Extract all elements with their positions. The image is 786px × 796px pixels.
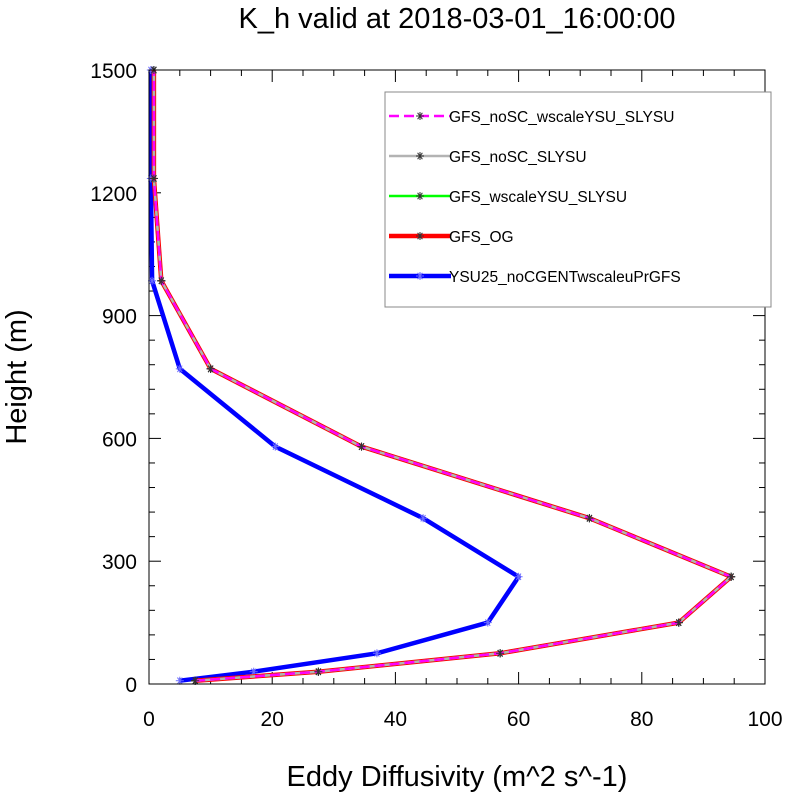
- data-point-marker: [175, 676, 184, 685]
- legend-item-gfs-wscaleysu-slysu: GFS_wscaleYSU_SLYSU: [389, 189, 627, 206]
- data-point-marker: [175, 364, 184, 373]
- data-point-marker: [674, 618, 683, 627]
- series-gfs-nosc-wscaleysu-slysu: [149, 66, 736, 685]
- data-point-marker: [149, 174, 158, 183]
- data-point-marker: [585, 514, 594, 523]
- x-tick-label: 40: [384, 708, 407, 731]
- data-point-marker: [206, 364, 215, 373]
- x-tick-label: 60: [507, 708, 530, 731]
- x-axis-label: Eddy Diffusivity (m^2 s^-1): [287, 761, 628, 793]
- plot-frame: [148, 69, 766, 685]
- y-tick-label: 1500: [90, 60, 137, 83]
- legend-label: YSU25_noCGENTwscaleuPrGFS: [449, 269, 681, 286]
- data-point-marker: [514, 572, 523, 581]
- series-ysu25-nocgentwscaleuprgfs: [146, 66, 523, 685]
- legend-marker: [416, 232, 424, 240]
- series-layer: [146, 66, 736, 685]
- legend-item-ysu25-nocgentwscaleuprgfs: YSU25_noCGENTwscaleuPrGFS: [389, 269, 681, 286]
- y-tick-label: 1200: [90, 183, 137, 206]
- chart-title: K_h valid at 2018-03-01_16:00:00: [239, 3, 676, 35]
- legend-box: [384, 91, 772, 308]
- axis-ticks: 0 20 40 60 80 100 0 300 600 900 1200 1500: [90, 60, 782, 731]
- data-point-marker: [357, 442, 366, 451]
- data-point-marker: [727, 572, 736, 581]
- data-point-marker: [483, 618, 492, 627]
- y-tick-label: 600: [102, 428, 137, 451]
- legend-label: GFS_noSC_wscaleYSU_SLYSU: [449, 109, 674, 126]
- legend: GFS_noSC_wscaleYSU_SLYSU GFS_noSC_SLYSU GF…: [384, 91, 772, 308]
- y-tick-label: 0: [125, 674, 137, 697]
- data-point-marker: [191, 676, 200, 685]
- data-point-marker: [314, 667, 323, 676]
- x-tick-label: 100: [747, 708, 782, 731]
- data-point-marker: [271, 442, 280, 451]
- legend-marker: [416, 152, 424, 160]
- data-point-marker: [157, 276, 166, 285]
- legend-label: GFS_noSC_SLYSU: [449, 149, 587, 166]
- legend-label: GFS_OG: [449, 229, 514, 246]
- legend-marker: [416, 272, 424, 280]
- x-tick-label: 20: [261, 708, 284, 731]
- legend-marker: [416, 192, 424, 200]
- legend-label: GFS_wscaleYSU_SLYSU: [449, 189, 627, 206]
- y-axis-label: Height (m): [1, 309, 33, 444]
- data-point-marker: [372, 649, 381, 658]
- data-point-marker: [419, 514, 428, 523]
- legend-item-gfs-nosc-slysu: GFS_noSC_SLYSU: [389, 149, 587, 166]
- legend-item-gfs-og: GFS_OG: [389, 229, 514, 246]
- x-tick-label: 80: [630, 708, 653, 731]
- x-tick-label: 0: [143, 708, 155, 731]
- legend-marker: [416, 112, 424, 120]
- y-tick-label: 300: [102, 551, 137, 574]
- legend-item-gfs-nosc-wscaleysu-slysu: GFS_noSC_wscaleYSU_SLYSU: [389, 109, 674, 126]
- y-tick-label: 900: [102, 306, 137, 329]
- data-point-marker: [496, 649, 505, 658]
